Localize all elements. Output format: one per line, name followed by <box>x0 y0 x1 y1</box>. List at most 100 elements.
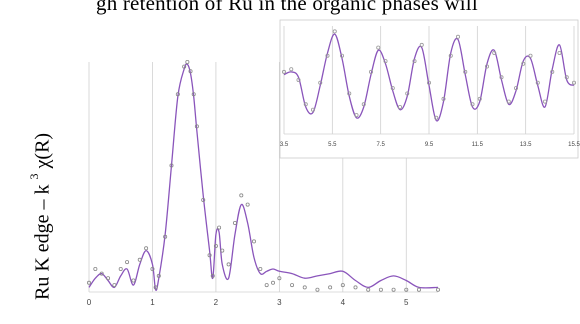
inset-data-point <box>492 51 497 56</box>
inset-fit-line <box>283 33 575 122</box>
main-data-point <box>150 266 155 271</box>
inset-data-point <box>426 80 431 85</box>
main-data-point <box>99 271 104 276</box>
main-x-tick-label: 0 <box>87 298 92 307</box>
main-data-point <box>435 287 440 292</box>
inset-data-point <box>303 102 308 107</box>
main-data-point <box>163 234 168 239</box>
main-data-point <box>226 262 231 267</box>
inset-data-point <box>332 29 337 34</box>
main-fit-line <box>88 63 439 291</box>
inset-data-point <box>325 53 330 58</box>
inset-data-point <box>477 96 482 101</box>
main-plot-area: 0 1 2 3 4 5 <box>87 60 440 307</box>
inset-data-point <box>376 45 381 50</box>
main-data-point <box>264 283 269 288</box>
main-data-point <box>106 276 111 281</box>
main-data-point <box>210 273 215 278</box>
main-data-point <box>188 69 193 74</box>
main-data-point <box>201 197 206 202</box>
inset-data-point <box>572 80 577 85</box>
inset-x-tick-label: 11.5 <box>472 142 484 148</box>
inset-data-point <box>390 86 395 91</box>
main-x-tick-label: 1 <box>150 298 155 307</box>
main-data-point <box>378 287 383 292</box>
main-data-point <box>271 280 276 285</box>
main-data-point <box>220 248 225 253</box>
inset-data-point <box>441 96 446 101</box>
main-data-point <box>144 246 149 251</box>
inset-data-point <box>557 51 562 56</box>
inset-x-tick-label: 15.5 <box>568 142 580 148</box>
inset-data-point <box>521 61 526 66</box>
inset-x-tick-label: 7.5 <box>376 142 385 148</box>
inset-data-point <box>310 107 315 112</box>
inset-data-point <box>347 91 352 96</box>
inset-data-point <box>354 113 359 118</box>
main-data-point <box>302 285 307 290</box>
main-data-point <box>404 287 409 292</box>
main-data-point <box>175 92 180 97</box>
inset-data-point <box>484 64 489 69</box>
inset-data-point <box>368 69 373 74</box>
main-data-point <box>131 278 136 283</box>
inset-data-point <box>535 80 540 85</box>
main-data-point <box>251 239 256 244</box>
inset-data-point <box>470 102 475 107</box>
main-data-point <box>340 283 345 288</box>
main-data-point <box>277 276 282 281</box>
inset-data-point <box>564 75 569 80</box>
inset-data-point <box>434 115 439 120</box>
inset-data-point <box>397 105 402 110</box>
main-data-point <box>416 287 421 292</box>
inset-data-point <box>361 102 366 107</box>
main-data-point <box>366 287 371 292</box>
inset-data-point <box>550 69 555 74</box>
main-data-point <box>87 280 92 285</box>
inset-data-point <box>463 69 468 74</box>
main-data-point <box>125 260 130 265</box>
inset-data-point <box>289 67 294 72</box>
main-data-point <box>112 283 117 288</box>
main-x-tick-label: 2 <box>214 298 219 307</box>
inset-data-point <box>514 86 519 91</box>
inset-data-point <box>339 53 344 58</box>
inset-data-point <box>318 80 323 85</box>
main-data-point <box>213 243 218 248</box>
background-text-fragment: gh retention of Ru in the organic phases… <box>96 0 478 15</box>
main-data-point <box>258 266 263 271</box>
main-data-point <box>353 285 358 290</box>
inset-data-point <box>281 69 286 74</box>
main-data-point <box>290 283 295 288</box>
inset-x-tick-label: 5.5 <box>328 142 337 148</box>
main-data-point <box>185 60 190 65</box>
main-data-point <box>194 124 199 129</box>
main-data-point <box>207 253 212 258</box>
inset-x-tick-label: 9.5 <box>425 142 434 148</box>
main-x-tick-label: 4 <box>341 298 346 307</box>
main-data-point <box>315 287 320 292</box>
inset-data-point <box>412 59 417 64</box>
inset-x-tick-label: 13.5 <box>520 142 532 148</box>
main-data-point <box>169 163 174 168</box>
inset-data-point <box>455 34 460 39</box>
main-data-point <box>239 193 244 198</box>
main-data-point <box>93 266 98 271</box>
inset-data-point <box>528 53 533 58</box>
inset-data-point <box>448 53 453 58</box>
main-data-point <box>245 202 250 207</box>
inset-data-point <box>499 75 504 80</box>
main-data-point <box>118 266 123 271</box>
main-data-point <box>391 287 396 292</box>
main-data-point <box>153 285 158 290</box>
inset-data-point <box>506 99 511 104</box>
inset-x-tick-label: 3.5 <box>280 142 289 148</box>
main-data-point <box>217 225 222 230</box>
inset-data-point <box>383 59 388 64</box>
inset-data-point <box>543 99 548 104</box>
inset-plot-area: 3.5 5.5 7.5 9.5 11.5 13.5 15.5 <box>279 19 580 159</box>
main-x-tick-label: 5 <box>404 298 409 307</box>
inset-data-point <box>405 91 410 96</box>
inset-data-point <box>419 42 424 47</box>
